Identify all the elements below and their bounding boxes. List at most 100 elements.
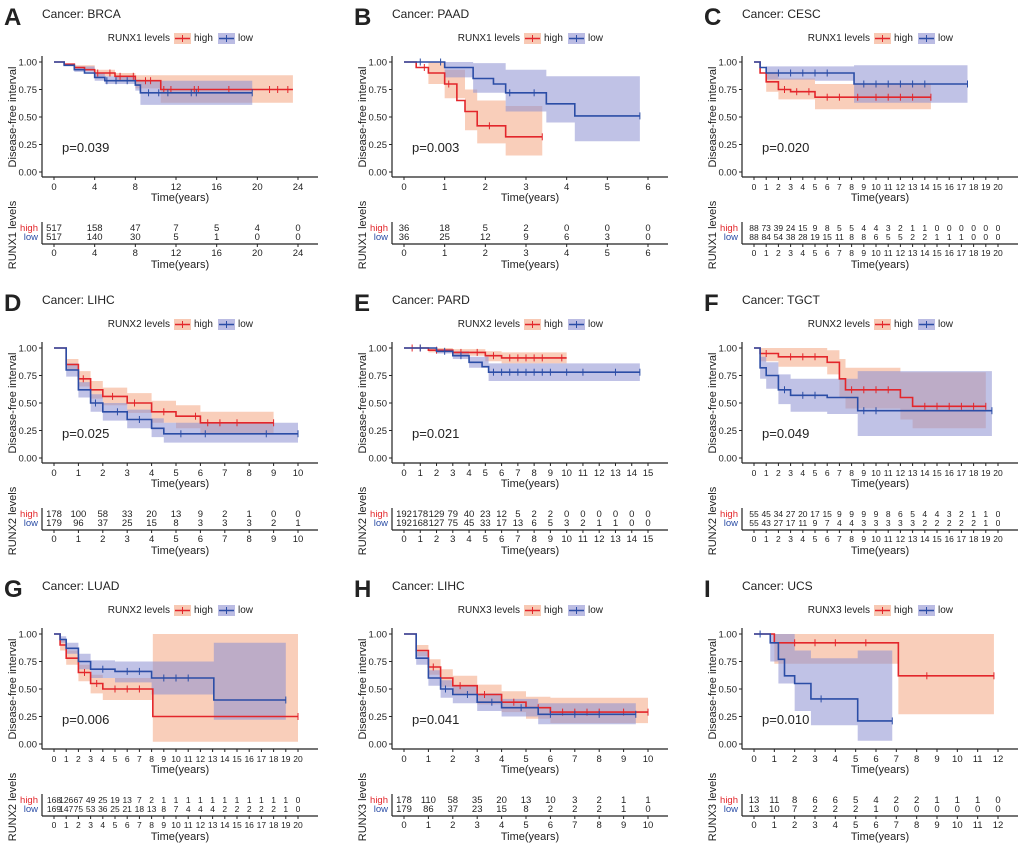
panel-letter: C — [704, 4, 721, 31]
x-tick-label: 1 — [418, 468, 423, 479]
risk-table-label: RUNX1 levels — [7, 200, 19, 269]
risk-count-low: 179 — [396, 804, 412, 815]
risk-x-tick-label: 3 — [125, 534, 130, 545]
panel-letter: H — [354, 576, 371, 603]
y-tick-label: 1.00 — [719, 58, 738, 69]
risk-count-low: 25 — [110, 804, 120, 814]
ci-band-low — [404, 348, 640, 383]
risk-count-high: 20 — [798, 509, 808, 519]
risk-row-high-label: high — [20, 509, 38, 520]
x-axis-label: Time(years) — [151, 192, 209, 204]
p-value: p=0.049 — [762, 426, 809, 441]
risk-count-high: 49 — [86, 795, 96, 805]
panel-title: Cancer: LIHC — [392, 579, 465, 593]
x-tick-label: 3 — [523, 182, 528, 193]
risk-x-tick-label: 10 — [293, 534, 304, 545]
risk-count-low: 0 — [295, 232, 300, 243]
risk-count-high: 2 — [959, 509, 964, 519]
ci-band-high — [754, 634, 994, 715]
risk-count-low: 2 — [235, 804, 240, 814]
risk-count-high: 0 — [597, 509, 602, 520]
risk-count-low: 86 — [423, 804, 434, 815]
risk-count-high: 39 — [774, 223, 784, 233]
risk-count-low: 0 — [934, 804, 939, 815]
risk-x-tick-label: 5 — [605, 248, 610, 259]
x-tick-label: 24 — [293, 182, 304, 193]
risk-count-high: 2 — [149, 795, 154, 805]
risk-count-low: 2 — [572, 804, 577, 815]
y-tick-label: 0.50 — [719, 113, 738, 124]
risk-count-low: 7 — [825, 518, 830, 528]
risk-x-tick-label: 5 — [483, 534, 488, 545]
x-tick-label: 17 — [957, 182, 967, 192]
survival-curve-high — [754, 633, 994, 677]
risk-count-high: 1 — [222, 795, 227, 805]
risk-row-low-label: low — [24, 804, 38, 815]
risk-x-tick-label: 7 — [572, 820, 577, 831]
x-tick-label: 6 — [825, 468, 830, 478]
risk-x-tick-label: 9 — [548, 534, 553, 545]
y-tick-label: 0.50 — [19, 685, 38, 696]
risk-count-high: 13 — [749, 795, 760, 806]
y-tick-label: 0.75 — [19, 85, 38, 96]
x-tick-label: 16 — [244, 754, 254, 764]
risk-count-low: 1 — [214, 232, 219, 243]
risk-count-high: 168 — [47, 795, 61, 805]
risk-count-low: 2 — [259, 804, 264, 814]
risk-count-low: 3 — [222, 518, 227, 529]
x-tick-label: 16 — [944, 182, 954, 192]
risk-x-tick-label: 9 — [621, 820, 626, 831]
x-tick-label: 8 — [133, 182, 138, 193]
x-tick-label: 1 — [76, 468, 81, 479]
panel-letter: D — [4, 290, 21, 317]
survival-curve-low — [404, 347, 640, 373]
risk-row-high-label: high — [720, 795, 738, 806]
panel-letter: B — [354, 4, 371, 31]
risk-x-tick-label: 17 — [257, 820, 267, 830]
x-tick-label: 0 — [401, 182, 406, 193]
risk-count-low: 3 — [564, 518, 569, 529]
risk-table-label: RUNX1 levels — [357, 200, 369, 269]
risk-count-high: 20 — [146, 509, 157, 520]
risk-count-high: 55 — [749, 509, 759, 519]
risk-count-low: 8 — [173, 518, 178, 529]
x-tick-label: 14 — [920, 182, 930, 192]
x-tick-label: 0 — [401, 754, 406, 765]
x-tick-label: 19 — [981, 182, 991, 192]
x-tick-label: 11 — [184, 754, 193, 764]
risk-count-low: 2 — [222, 804, 227, 814]
risk-x-tick-label: 8 — [133, 248, 138, 259]
x-axis-label: Time(years) — [851, 764, 909, 776]
risk-count-low: 25 — [439, 232, 450, 243]
risk-x-axis-label: Time(years) — [501, 545, 559, 557]
y-tick-label: 0.25 — [369, 140, 388, 151]
legend: RUNX1 levels high low — [458, 33, 604, 44]
risk-x-tick-label: 18 — [969, 248, 979, 258]
risk-count-high: 5 — [910, 509, 915, 519]
x-tick-label: 15 — [643, 468, 654, 479]
y-tick-label: 0.25 — [369, 712, 388, 723]
risk-x-tick-label: 2 — [100, 534, 105, 545]
risk-count-low: 6 — [531, 518, 536, 529]
legend-label-high: high — [894, 319, 913, 330]
risk-count-low: 5 — [886, 232, 891, 242]
panel-title: Cancer: LUAD — [42, 579, 120, 593]
risk-count-high: 88 — [749, 223, 759, 233]
legend-label-high: high — [194, 33, 213, 44]
legend: RUNX2 levels high low — [808, 319, 954, 330]
risk-count-high: 5 — [853, 795, 858, 806]
risk-count-high: 0 — [995, 795, 1000, 806]
risk-x-tick-label: 17 — [957, 248, 967, 258]
risk-count-high: 0 — [996, 509, 1001, 519]
risk-count-high: 79 — [448, 509, 459, 520]
risk-row-low-label: low — [24, 232, 38, 243]
p-value: p=0.003 — [412, 140, 459, 155]
risk-count-high: 5 — [837, 223, 842, 233]
risk-count-low: 0 — [914, 804, 919, 815]
legend-label-high: high — [544, 319, 563, 330]
survival-curve-high — [54, 633, 298, 718]
risk-row-high-label: high — [370, 795, 388, 806]
risk-count-high: 4 — [935, 509, 940, 519]
x-tick-label: 6 — [499, 468, 504, 479]
risk-table-label: RUNX3 levels — [357, 772, 369, 841]
